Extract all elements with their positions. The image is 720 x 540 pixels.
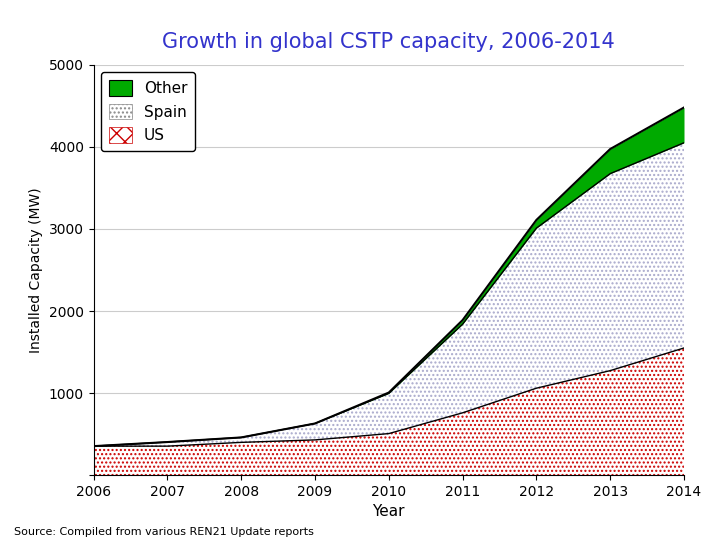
Legend: Other, Spain, US: Other, Spain, US [102,72,195,151]
Y-axis label: Installed Capacity (MW): Installed Capacity (MW) [30,187,43,353]
Text: Source: Compiled from various REN21 Update reports: Source: Compiled from various REN21 Upda… [14,526,314,537]
Title: Growth in global CSTP capacity, 2006-2014: Growth in global CSTP capacity, 2006-201… [163,32,615,52]
X-axis label: Year: Year [372,504,405,519]
